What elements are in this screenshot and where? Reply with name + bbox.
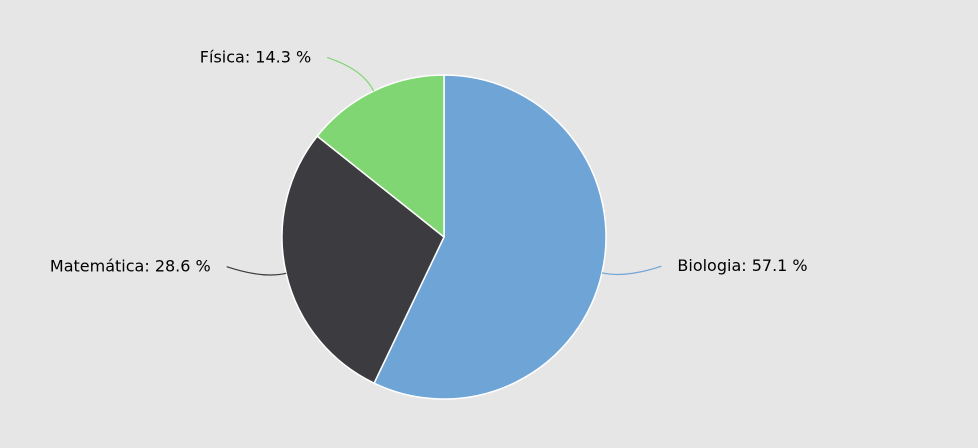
data-labels: Biologia: 57.1 % Matemática: 28.6 % Física… (50, 47, 808, 275)
data-label-matematica: Matemática: 28.6 % (50, 257, 211, 276)
label-connector-biologia (601, 265, 662, 276)
pie-slices (281, 74, 607, 400)
data-label-fisica: Física: 14.3 % (200, 47, 311, 66)
pie-slice-biologia[interactable] (373, 74, 607, 400)
data-label-biologia: Biologia: 57.1 % (677, 256, 807, 275)
label-connector-matematica (226, 266, 287, 276)
label-connectors (226, 56, 662, 276)
pie-slice-fisica[interactable] (316, 74, 445, 238)
label-connector-fisica (327, 56, 375, 92)
